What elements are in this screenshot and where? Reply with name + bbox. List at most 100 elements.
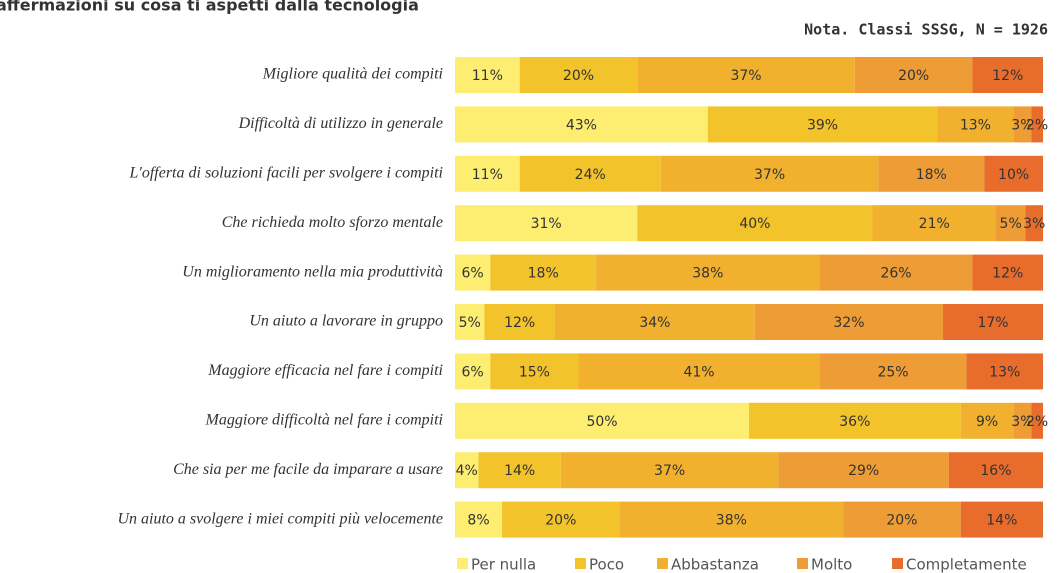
value-label: 39% (807, 117, 838, 133)
category-label: Che sia per me facile da imparare a usar… (173, 461, 443, 478)
bar-segment (1025, 205, 1043, 242)
value-label: 13% (960, 117, 991, 133)
bar-segment (455, 353, 491, 390)
bar-segment (1031, 402, 1043, 439)
value-label: 18% (916, 167, 947, 183)
value-label: 15% (519, 364, 550, 380)
bar-segment (455, 402, 749, 439)
value-label: 5% (459, 315, 481, 331)
bar-segment (749, 402, 961, 439)
value-label: 20% (545, 513, 576, 529)
value-label: 5% (1000, 216, 1022, 232)
bar-segment (596, 254, 820, 291)
bar-segment (937, 106, 1014, 143)
legend-label: Molto (811, 556, 852, 573)
value-label: 37% (754, 167, 785, 183)
value-label: 11% (472, 167, 503, 183)
legend-label: Abbastanza (671, 556, 759, 573)
bar-segment (872, 205, 996, 242)
bar-segment (995, 205, 1026, 242)
value-label: 21% (919, 216, 950, 232)
value-label: 31% (531, 216, 562, 232)
value-label: 12% (992, 68, 1023, 84)
bar-segment (455, 304, 485, 340)
bar-segment (819, 254, 973, 291)
bar-segment (455, 106, 708, 143)
bar-segment (455, 501, 503, 538)
bar-segment (484, 304, 555, 340)
bar-segment (878, 155, 985, 192)
bar-segment (455, 254, 491, 291)
bar-segment (560, 452, 779, 489)
bar-segment (455, 57, 520, 93)
value-label: 12% (504, 315, 535, 331)
bar-segment (455, 452, 479, 489)
value-label: 34% (639, 315, 670, 331)
category-label: L'offerta di soluzioni facili per svolge… (129, 164, 443, 181)
bar-segment (578, 353, 820, 390)
bar-segment (948, 452, 1043, 489)
bar-segment (519, 57, 638, 93)
bar-segment (1013, 106, 1032, 143)
value-label: 20% (563, 68, 594, 84)
value-label: 41% (683, 364, 714, 380)
category-label: Migliore qualità dei compiti (262, 66, 443, 83)
bar-segment (819, 353, 967, 390)
category-label: Maggiore efficacia nel fare i compiti (207, 362, 443, 379)
value-label: 2% (1026, 117, 1048, 133)
value-label: 25% (877, 364, 908, 380)
value-label: 3% (1023, 216, 1045, 232)
legend-swatch (797, 558, 808, 569)
category-label: Un miglioramento nella mia produttività (182, 263, 443, 280)
bar-segment (637, 205, 873, 242)
value-label: 37% (730, 68, 761, 84)
bar-segment (619, 501, 844, 538)
value-label: 11% (472, 68, 503, 84)
bar-segment (854, 57, 973, 93)
bar-segment (502, 501, 620, 538)
value-label: 13% (989, 364, 1020, 380)
category-label: Difficoltà di utilizzo in generale (238, 115, 443, 132)
bar-segment (478, 452, 561, 489)
value-label: 20% (886, 513, 917, 529)
legend-swatch (575, 558, 586, 569)
value-label: 36% (839, 414, 870, 430)
bar-segment (490, 353, 579, 390)
legend-swatch (657, 558, 668, 569)
value-label: 3% (1011, 117, 1033, 133)
bar-segment (843, 501, 961, 538)
bar-segment (455, 205, 638, 242)
category-label: Un aiuto a svolgere i miei compiti più v… (117, 510, 443, 527)
value-label: 6% (462, 266, 484, 282)
bar-segment (1031, 106, 1043, 143)
bar-segment (960, 501, 1043, 538)
category-label: Un aiuto a lavorare in gruppo (249, 313, 443, 330)
value-label: 8% (467, 513, 489, 529)
value-label: 20% (898, 68, 929, 84)
value-label: 6% (462, 364, 484, 380)
bar-segment (984, 155, 1043, 192)
value-label: 3% (1011, 414, 1033, 430)
bar-segment (778, 452, 949, 489)
value-label: 17% (977, 315, 1008, 331)
value-label: 32% (833, 315, 864, 331)
bar-segment (1013, 402, 1032, 439)
value-label: 14% (986, 513, 1017, 529)
legend-label: Completamente (906, 556, 1027, 573)
bar-segment (455, 155, 520, 192)
category-label: Che richieda molto sforzo mentale (222, 214, 443, 231)
value-label: 14% (504, 463, 535, 479)
bar-segment (943, 304, 1043, 340)
legend-swatch (457, 558, 468, 569)
bar-segment (754, 304, 944, 340)
value-label: 29% (848, 463, 879, 479)
bar-segment (960, 402, 1014, 439)
chart-subtitle: Nota. Classi SSSG, N = 1926 (804, 21, 1048, 39)
value-label: 43% (566, 117, 597, 133)
value-label: 12% (992, 266, 1023, 282)
legend-swatch (892, 558, 903, 569)
value-label: 4% (456, 463, 478, 479)
value-label: 37% (654, 463, 685, 479)
value-label: 10% (998, 167, 1029, 183)
bar-segment (707, 106, 938, 143)
